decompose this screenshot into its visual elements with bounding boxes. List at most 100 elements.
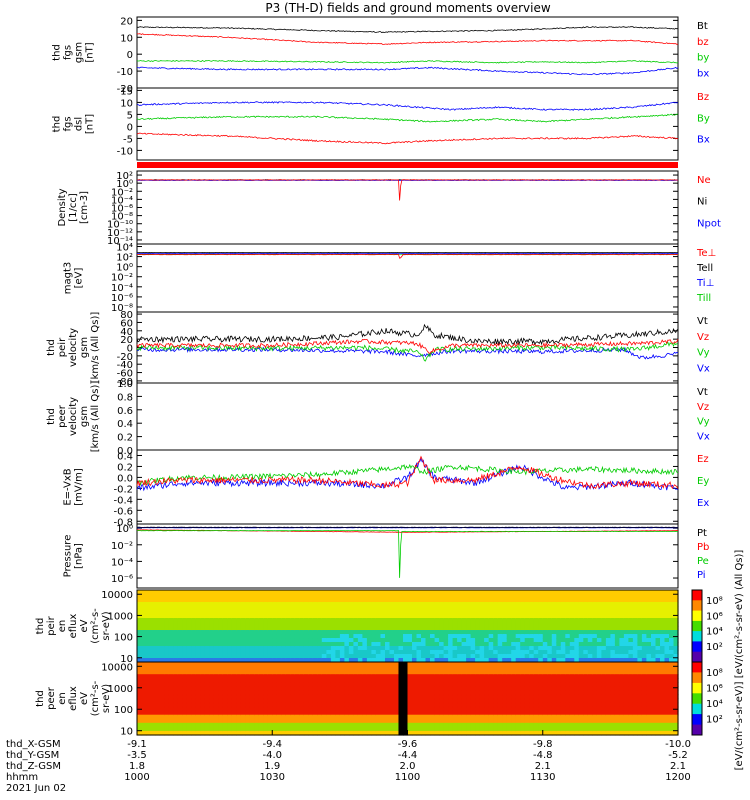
spectrogram-cell [380,702,386,708]
spectrogram-cell [416,674,422,679]
spectrogram-cell [353,614,359,619]
spectrogram-cell [569,590,575,595]
spectrogram-cell [218,694,224,700]
spectrogram-cell [443,658,449,663]
spectrogram-cell [475,662,481,667]
spectrogram-cell [610,698,616,704]
spectrogram-cell [466,630,472,635]
spectrogram-cell [655,598,661,603]
spectrogram-cell [632,730,638,736]
spectrogram-cell [366,650,372,655]
spectrogram-cell [375,694,381,700]
spectrogram-cell [646,598,652,603]
spectrogram-cell [380,678,386,683]
spectrogram-cell [610,678,616,683]
spectrogram-cell [348,606,354,611]
spectrogram-cell [344,630,350,635]
spectrogram-cell [601,666,607,671]
spectrogram-cell [380,590,386,595]
spectrogram-cell [583,590,589,595]
spectrogram-cell [425,662,431,667]
spectrogram-cell [254,634,260,639]
spectrogram-cell [321,590,327,595]
spectrogram-cell [574,598,580,603]
spectrogram-cell [592,598,598,603]
spectrogram-cell [258,606,264,611]
spectrogram-cell [641,682,647,687]
spectrogram-cell [394,678,400,683]
spectrogram-cell [430,670,436,675]
spectrogram-cell [222,722,228,728]
x-axis-row-label: 2021 Jun 02 [6,783,66,794]
spectrogram-cell [200,590,206,595]
spectrogram-cell [371,602,377,607]
spectrogram-cell [619,674,625,679]
spectrogram-cell [619,718,625,724]
spectrogram-cell [623,698,629,704]
spectrogram-cell [520,614,526,619]
spectrogram-cell [276,646,282,651]
spectrogram-cell [146,626,152,631]
spectrogram-cell [380,602,386,607]
spectrogram-cell [511,606,517,611]
spectrogram-cell [168,638,174,643]
spectrogram-cell [628,686,634,691]
spectrogram-cell [254,650,260,655]
spectrogram-cell [290,642,296,647]
spectrogram-cell [285,694,291,700]
spectrogram-cell [407,690,413,696]
spectrogram-cell [583,726,589,732]
spectrogram-cell [240,646,246,651]
spectrogram-cell [213,718,219,724]
spectrogram-cell [137,690,143,696]
spectrogram-cell [231,682,237,687]
spectrogram-cell [209,650,215,655]
spectrogram-cell [479,598,485,603]
spectrogram-cell [538,606,544,611]
spectrogram-cell [398,658,404,663]
spectrogram-cell [344,610,350,615]
spectrogram-cell [664,682,670,687]
spectrogram-cell [515,654,521,659]
spectrogram-cell [416,706,422,712]
spectrogram-cell [493,694,499,700]
spectrogram-cell [308,710,314,716]
spectrogram-cell [366,674,372,679]
spectrogram-cell [637,638,643,643]
spectrogram-cell [312,646,318,651]
spectrogram-cell [551,606,557,611]
spectrogram-cell [218,622,224,627]
spectrogram-cell [155,722,161,728]
spectrogram-cell [407,702,413,708]
spectrogram-cell [240,650,246,655]
spectrogram-cell [529,630,535,635]
spectrogram-cell [497,658,503,663]
spectrogram-cell [146,634,152,639]
spectrogram-cell [461,714,467,720]
spectrogram-cell [186,706,192,712]
spectrogram-cell [412,658,418,663]
spectrogram-cell [330,626,336,631]
spectrogram-cell [335,690,341,696]
y-axis-label: gsm [79,337,90,358]
spectrogram-cell [641,698,647,704]
spectrogram-cell [299,602,305,607]
spectrogram-cell [673,678,679,683]
spectrogram-cell [258,610,264,615]
spectrogram-cell [366,590,372,595]
spectrogram-cell [619,706,625,712]
spectrogram-cell [479,630,485,635]
spectrogram-cell [412,606,418,611]
spectrogram-cell [200,726,206,732]
spectrogram-cell [569,598,575,603]
spectrogram-cell [502,714,508,720]
spectrogram-cell [574,714,580,720]
spectrogram-cell [227,686,233,691]
spectrogram-cell [321,714,327,720]
spectrogram-cell [353,670,359,675]
spectrogram-cell [651,710,657,716]
spectrogram-cell [443,642,449,647]
spectrogram-cell [538,650,544,655]
spectrogram-cell [479,726,485,732]
spectrogram-cell [430,646,436,651]
